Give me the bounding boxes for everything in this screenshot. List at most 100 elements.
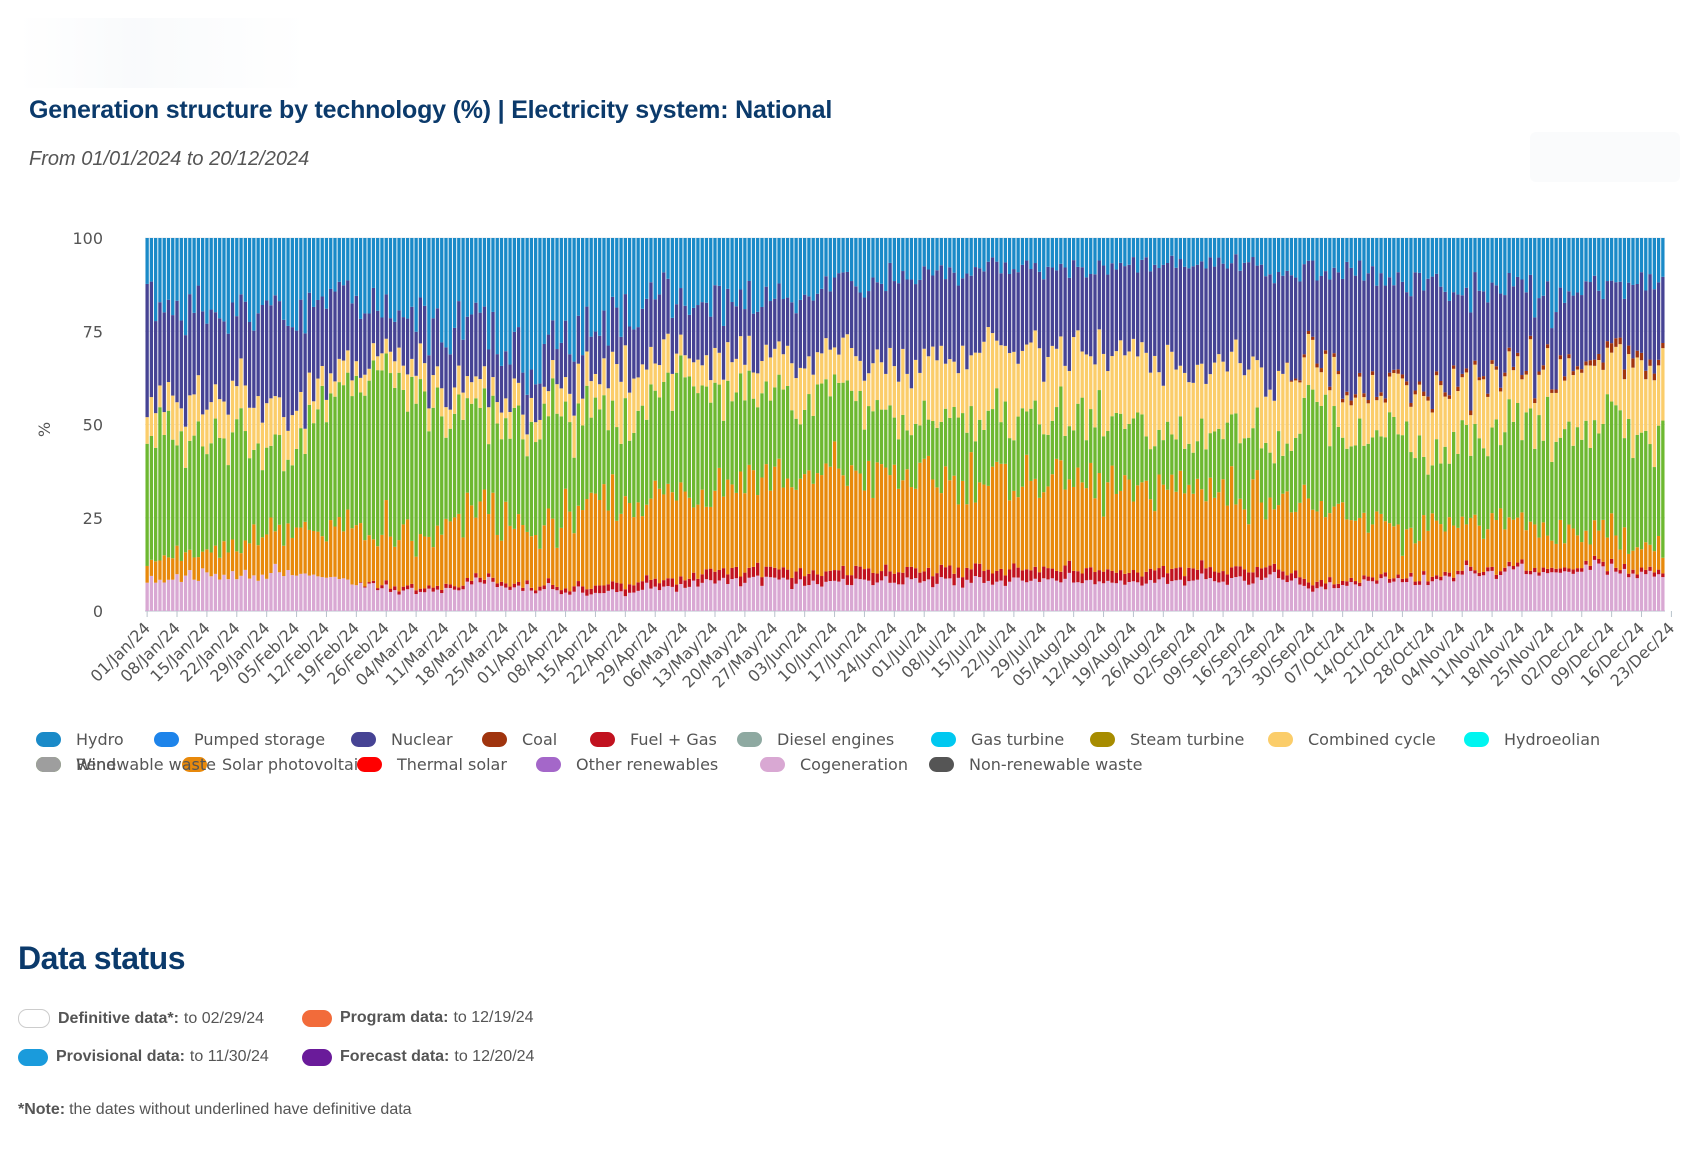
bar-segment (602, 238, 606, 311)
bar-segment (1328, 577, 1332, 583)
bar-segment (1097, 581, 1101, 611)
bar-segment (1183, 238, 1187, 267)
legend-item-nuclear[interactable]: Nuclear (351, 730, 453, 749)
bar-segment (218, 318, 222, 400)
bar-segment (311, 530, 316, 575)
bar-segment (504, 501, 508, 584)
bar-segment (320, 385, 324, 537)
bar-segment (1025, 582, 1029, 611)
legend-item-other-renewables[interactable]: Other renewables (536, 755, 718, 774)
bar-segment (1306, 385, 1311, 499)
bar-segment (935, 487, 939, 574)
chart-actions-area (1530, 132, 1680, 182)
bar-segment (1089, 274, 1093, 357)
bar-segment (1255, 407, 1259, 471)
legend-item-diesel-engines[interactable]: Diesel engines (737, 730, 894, 749)
bar-segment (1409, 296, 1413, 403)
bar-segment (931, 587, 935, 611)
bar-segment (1486, 529, 1490, 568)
bar-segment (525, 584, 529, 611)
legend-label: Cogeneration (800, 755, 908, 774)
legend-item-hydroeolian[interactable]: Hydroeolian (1464, 730, 1600, 749)
bar-segment (1627, 577, 1631, 611)
bar-segment (1294, 277, 1298, 379)
bar-segment (1054, 570, 1059, 581)
bar-segment (1614, 346, 1618, 406)
bar-segment (1469, 570, 1473, 611)
legend-item-thermal-solar[interactable]: Thermal solar (357, 755, 507, 774)
legend-item-solar-photovoltaic[interactable]: Solar photovoltaic (182, 755, 367, 774)
bar-segment (1148, 271, 1153, 373)
legend-item-coal[interactable]: Coal (482, 730, 557, 749)
bar-segment (482, 583, 487, 611)
bar-segment (1059, 582, 1063, 611)
bar-segment (1161, 440, 1165, 485)
bar-segment (960, 238, 965, 279)
bar-segment (1221, 361, 1225, 440)
bar-segment (623, 238, 627, 295)
bar-segment (965, 432, 969, 505)
legend-item-combined-cycle[interactable]: Combined cycle (1268, 730, 1436, 749)
bar-segment (469, 403, 474, 506)
bar-segment (956, 504, 961, 568)
legend-label: Gas turbine (971, 730, 1065, 749)
bar-segment (1430, 412, 1434, 466)
bar-segment (662, 272, 666, 340)
bar-segment (346, 350, 350, 373)
bar-segment (294, 330, 299, 411)
program-label: Program data: (340, 1009, 449, 1026)
bar-segment (747, 464, 751, 568)
bar-segment (1366, 576, 1370, 581)
bar-segment (196, 580, 201, 611)
bar-segment (205, 323, 209, 410)
bar-segment (999, 422, 1003, 464)
bar-segment (905, 566, 909, 578)
bar-segment (1294, 578, 1298, 611)
bar-segment (474, 376, 478, 399)
bar-segment (1336, 374, 1341, 427)
bar-segment (542, 238, 546, 344)
bar-segment (1118, 490, 1123, 571)
bar-segment (218, 399, 222, 438)
bar-segment (538, 548, 542, 587)
bar-segment (1605, 281, 1610, 342)
bar-segment (1289, 380, 1294, 382)
bar-segment (1016, 416, 1020, 498)
legend-item-gas-turbine[interactable]: Gas turbine (931, 730, 1064, 749)
bar-segment (1533, 403, 1537, 449)
bar-segment (1140, 259, 1144, 343)
bar-segment (1597, 360, 1601, 434)
legend-item-cogeneration[interactable]: Cogeneration (760, 755, 908, 774)
bar-segment (717, 238, 721, 286)
bar-segment (973, 563, 978, 577)
legend-item-non-renewable-waste[interactable]: Non-renewable waste (929, 755, 1143, 774)
bar-segment (1332, 353, 1336, 357)
bar-segment (777, 569, 781, 580)
bar-segment (760, 577, 764, 586)
legend-item-steam-turbine[interactable]: Steam turbine (1090, 730, 1244, 749)
bar-segment (1323, 350, 1328, 354)
legend-item-fuel-gas[interactable]: Fuel + Gas (590, 730, 717, 749)
bar-segment (1323, 238, 1328, 272)
legend-item-hydro[interactable]: Hydro (36, 730, 124, 749)
bar-segment (1486, 567, 1490, 572)
bar-segment (1511, 566, 1516, 570)
bar-segment (888, 238, 892, 263)
bar-segment (632, 432, 636, 518)
bar-segment (1268, 238, 1272, 275)
legend-item-pumped-storage[interactable]: Pumped storage (154, 730, 325, 749)
bar-segment (1507, 351, 1511, 400)
bar-segment (734, 306, 739, 359)
bar-segment (1622, 298, 1627, 370)
bar-segment (294, 575, 299, 611)
bar-segment (1221, 479, 1225, 572)
bar-segment (1460, 295, 1464, 374)
bar-segment (256, 396, 260, 444)
bar-segment (820, 288, 824, 354)
bar-segment (397, 594, 401, 611)
bar-segment (1067, 479, 1072, 561)
bar-segment (149, 238, 154, 282)
bar-segment (1528, 570, 1533, 575)
legend-item-renewable-waste[interactable]: Renewable waste (36, 755, 216, 774)
bar-segment (243, 385, 247, 432)
